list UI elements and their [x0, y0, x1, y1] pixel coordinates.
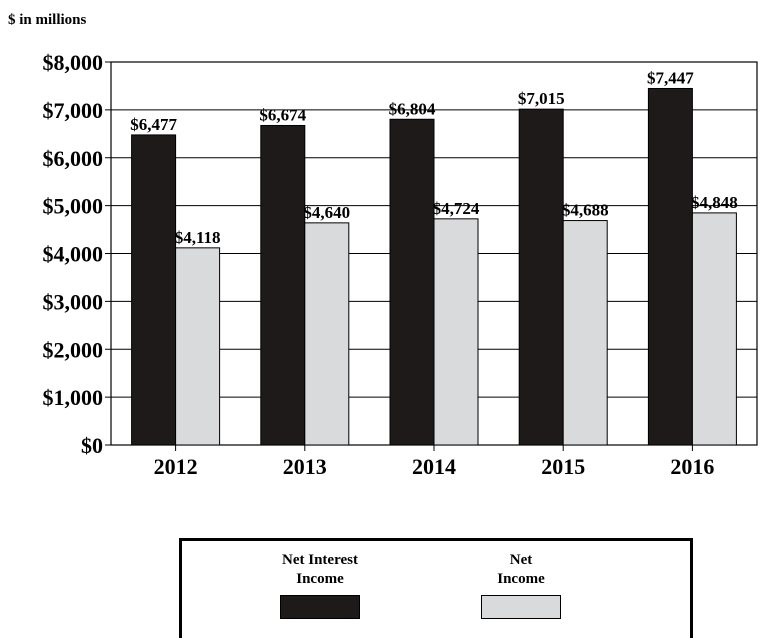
bar-net-interest-income: [518, 108, 564, 446]
legend-item-net-income: Net Income: [436, 551, 606, 619]
y-tick-label: $5,000: [43, 194, 104, 219]
data-label: $4,640: [303, 203, 350, 222]
y-tick-label: $7,000: [43, 98, 104, 123]
legend-swatch-dark: [280, 595, 360, 619]
legend-label-line: Net: [509, 552, 533, 568]
unit-label: $ in millions: [8, 12, 87, 28]
bar-net-income: [691, 212, 737, 446]
x-tick-label: 2014: [412, 454, 456, 479]
data-label: $6,804: [389, 99, 436, 118]
y-tick-label: $8,000: [43, 50, 104, 75]
x-tick-label: 2016: [670, 454, 714, 479]
x-tick-label: 2012: [154, 454, 198, 479]
y-tick-label: $0: [81, 433, 103, 458]
bar-net-income: [433, 218, 479, 446]
y-tick-label: $4,000: [43, 242, 104, 267]
bar-net-interest-income: [131, 134, 177, 446]
bar-net-interest-income: [647, 87, 693, 446]
bar-chart: $0 $1,000 $2,000 $3,000 $4,000 $5,000 $6,000 $7…: [43, 50, 758, 479]
y-tick-label: $6,000: [43, 146, 104, 171]
y-tick-label: $1,000: [43, 385, 104, 410]
bar-net-income: [175, 247, 221, 446]
y-tick-label: $2,000: [43, 337, 104, 362]
bar-net-interest-income: [389, 118, 435, 446]
data-label: $7,447: [647, 68, 694, 87]
legend-swatch-light: [481, 595, 561, 619]
data-label: $4,724: [433, 199, 480, 218]
chart-legend: Net Interest Income Net Income: [179, 538, 693, 638]
legend-item-net-interest-income: Net Interest Income: [235, 551, 405, 619]
y-tick-label: $3,000: [43, 289, 104, 314]
bar-net-income: [562, 220, 608, 446]
data-label: $6,477: [130, 115, 177, 134]
x-tick-label: 2013: [283, 454, 327, 479]
bar-net-interest-income: [260, 124, 306, 446]
x-tick-label: 2015: [541, 454, 585, 479]
legend-label-line: Income: [497, 571, 545, 587]
data-label: $4,688: [562, 201, 609, 220]
data-label: $4,848: [691, 193, 738, 212]
data-label: $4,118: [175, 228, 221, 247]
data-label: $7,015: [518, 89, 565, 108]
bar-net-income: [304, 222, 350, 446]
legend-label-line: Income: [296, 571, 344, 587]
data-label: $6,674: [259, 105, 306, 124]
legend-label-line: Net Interest: [282, 552, 358, 568]
